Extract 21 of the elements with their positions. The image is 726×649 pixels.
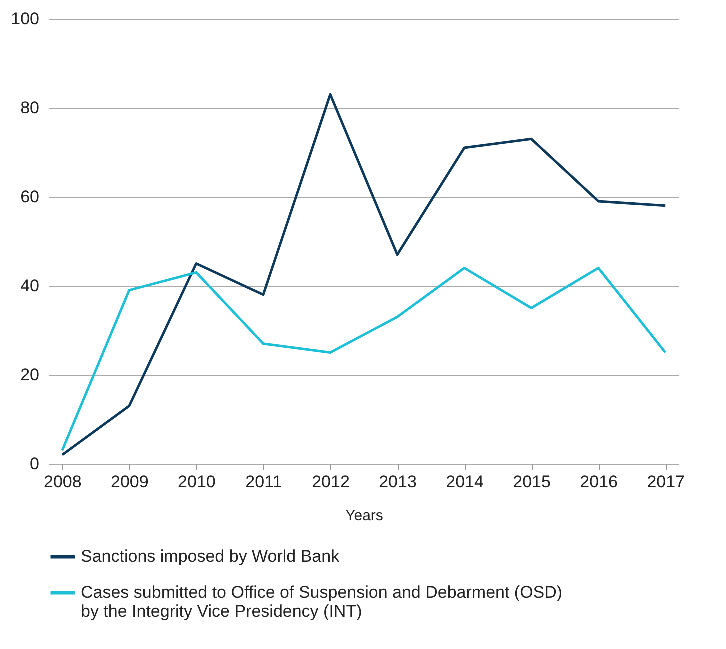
x-axis-title: Years (346, 508, 384, 524)
x-tick-label: 2008 (44, 472, 82, 492)
line-series (61, 266, 667, 452)
x-tick-label: 2012 (312, 472, 350, 492)
y-tick-label: 20 (20, 366, 40, 384)
x-tick-label: 2016 (580, 472, 618, 492)
y-tick-label: 60 (20, 188, 40, 206)
x-tick-label: 2017 (647, 472, 686, 492)
y-tick-label: 0 (30, 454, 40, 474)
legend-label: Sanctions imposed by World Bank (81, 547, 340, 566)
x-tick-label: 2010 (178, 472, 216, 492)
legend-label: Cases submitted to Office of Suspension and Debarment (OSD) by the Integrity Vice Presidency (INT) (81, 583, 563, 621)
y-tick-label: 100 (11, 10, 40, 28)
x-tick-label: 2015 (513, 472, 551, 492)
x-tick-label: 2013 (379, 472, 417, 492)
y-tick-label: 40 (20, 276, 40, 296)
x-tick-label: 2014 (446, 472, 484, 492)
x-tick-label: 2011 (246, 472, 282, 492)
x-tick-label: 2009 (111, 472, 149, 492)
line-series (61, 93, 667, 456)
y-tick-label: 80 (20, 98, 40, 118)
